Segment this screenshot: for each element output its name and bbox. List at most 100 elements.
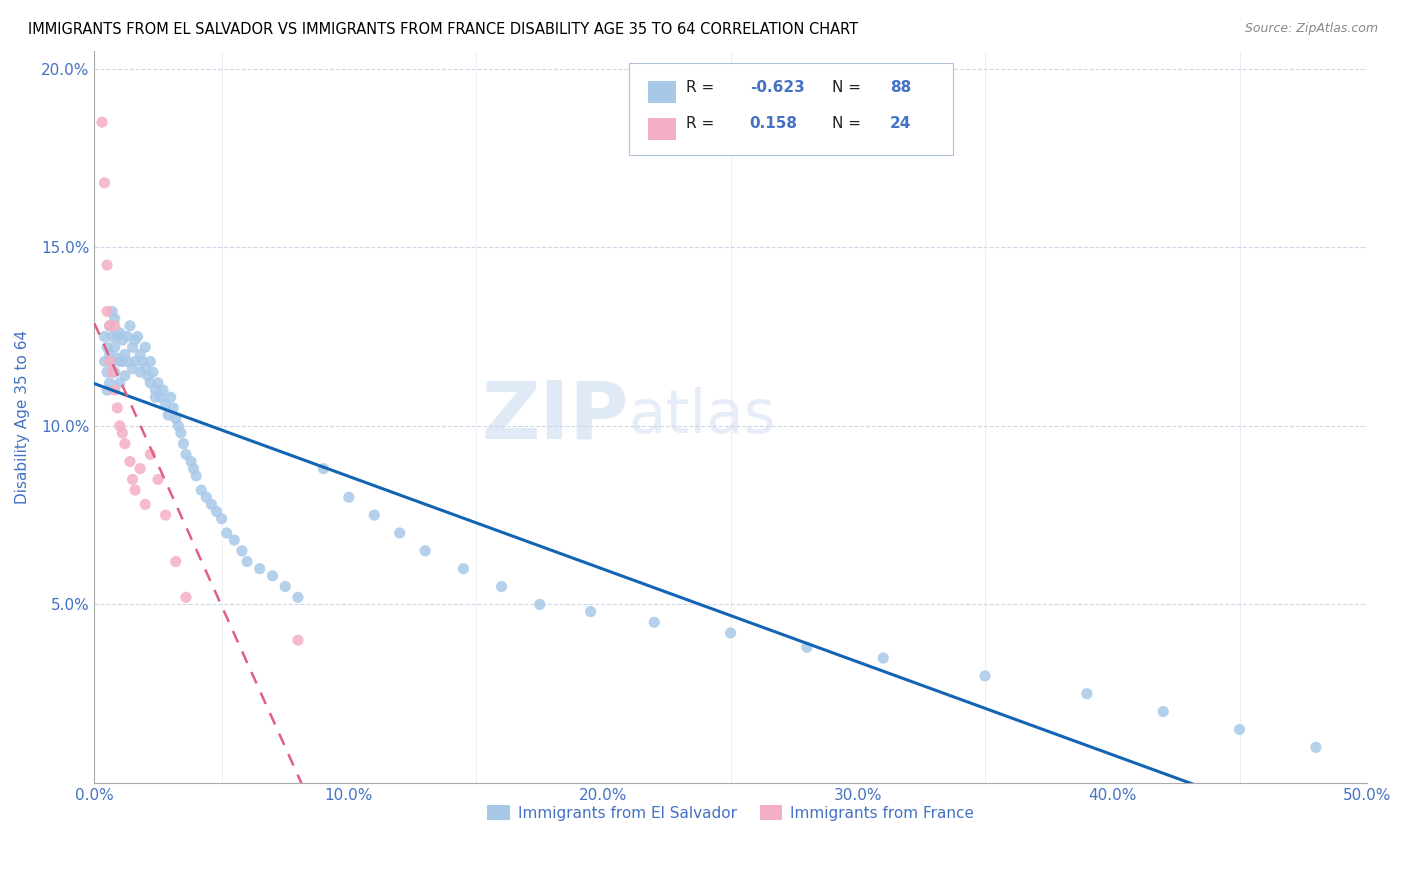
Point xyxy=(145,383,167,397)
Point xyxy=(105,401,128,415)
Point xyxy=(104,340,127,354)
Point xyxy=(111,425,134,440)
Point xyxy=(205,504,228,518)
Point xyxy=(98,318,121,333)
Point xyxy=(98,347,121,361)
Text: 88: 88 xyxy=(890,79,911,95)
Point xyxy=(136,368,159,383)
Point xyxy=(114,436,136,450)
Point xyxy=(124,483,146,497)
Point xyxy=(105,329,128,343)
Point xyxy=(108,376,131,390)
Point xyxy=(249,562,271,576)
Point xyxy=(114,347,136,361)
Point xyxy=(114,368,136,383)
Point xyxy=(96,365,118,379)
Legend: Immigrants from El Salvador, Immigrants from France: Immigrants from El Salvador, Immigrants … xyxy=(481,798,980,827)
Point xyxy=(165,411,187,425)
Point xyxy=(170,425,193,440)
Point xyxy=(796,640,818,655)
Text: ZIP: ZIP xyxy=(481,378,628,456)
Point xyxy=(124,333,146,347)
Point xyxy=(101,365,124,379)
Point xyxy=(139,447,162,461)
Point xyxy=(117,354,139,368)
Point xyxy=(101,304,124,318)
Point xyxy=(159,390,181,404)
Point xyxy=(312,461,335,475)
Point xyxy=(211,511,233,525)
Point xyxy=(1305,740,1327,755)
Point xyxy=(96,258,118,272)
Point xyxy=(337,490,360,504)
Point xyxy=(108,418,131,433)
Point xyxy=(155,508,177,522)
Text: IMMIGRANTS FROM EL SALVADOR VS IMMIGRANTS FROM FRANCE DISABILITY AGE 35 TO 64 CO: IMMIGRANTS FROM EL SALVADOR VS IMMIGRANT… xyxy=(28,22,858,37)
Point xyxy=(974,669,997,683)
Point xyxy=(117,329,139,343)
Point xyxy=(134,497,156,511)
Point xyxy=(165,555,187,569)
Point xyxy=(287,591,309,605)
Point xyxy=(108,326,131,340)
Point xyxy=(453,562,475,576)
Point xyxy=(231,544,253,558)
Text: 0.158: 0.158 xyxy=(749,117,797,131)
Text: 24: 24 xyxy=(890,117,911,131)
FancyBboxPatch shape xyxy=(648,118,676,140)
FancyBboxPatch shape xyxy=(628,63,953,154)
Point xyxy=(172,436,194,450)
Point xyxy=(121,361,143,376)
Point xyxy=(174,447,197,461)
Point xyxy=(200,497,222,511)
Point xyxy=(1076,687,1098,701)
Point xyxy=(236,555,259,569)
Point xyxy=(274,580,297,594)
Point xyxy=(146,472,169,486)
Point xyxy=(720,626,742,640)
Point xyxy=(139,376,162,390)
Point xyxy=(180,454,202,468)
Text: N =: N = xyxy=(832,117,862,131)
Point xyxy=(579,605,602,619)
Point xyxy=(145,390,167,404)
Point xyxy=(183,461,205,475)
Point xyxy=(93,176,115,190)
Point xyxy=(287,633,309,648)
Point xyxy=(129,461,152,475)
Point xyxy=(111,354,134,368)
Point xyxy=(529,598,551,612)
Point xyxy=(215,525,238,540)
Point xyxy=(262,569,284,583)
Point xyxy=(363,508,385,522)
Point xyxy=(413,544,436,558)
Text: N =: N = xyxy=(832,79,862,95)
Point xyxy=(167,418,190,433)
Text: Source: ZipAtlas.com: Source: ZipAtlas.com xyxy=(1244,22,1378,36)
Point xyxy=(142,365,165,379)
Point xyxy=(224,533,246,548)
Point xyxy=(146,376,169,390)
Point xyxy=(134,361,156,376)
Point xyxy=(108,354,131,368)
Point xyxy=(104,365,127,379)
Point xyxy=(93,354,115,368)
Point xyxy=(91,115,114,129)
Point xyxy=(105,351,128,365)
Point xyxy=(118,454,141,468)
Point xyxy=(190,483,212,497)
Point xyxy=(121,472,143,486)
Point xyxy=(174,591,197,605)
Point xyxy=(104,383,127,397)
Text: atlas: atlas xyxy=(628,387,776,446)
Point xyxy=(104,311,127,326)
FancyBboxPatch shape xyxy=(648,81,676,103)
Point xyxy=(127,329,149,343)
Point xyxy=(121,340,143,354)
Point xyxy=(139,354,162,368)
Point xyxy=(491,580,513,594)
Point xyxy=(1152,705,1174,719)
Point xyxy=(129,347,152,361)
Point xyxy=(101,354,124,368)
Point xyxy=(96,383,118,397)
